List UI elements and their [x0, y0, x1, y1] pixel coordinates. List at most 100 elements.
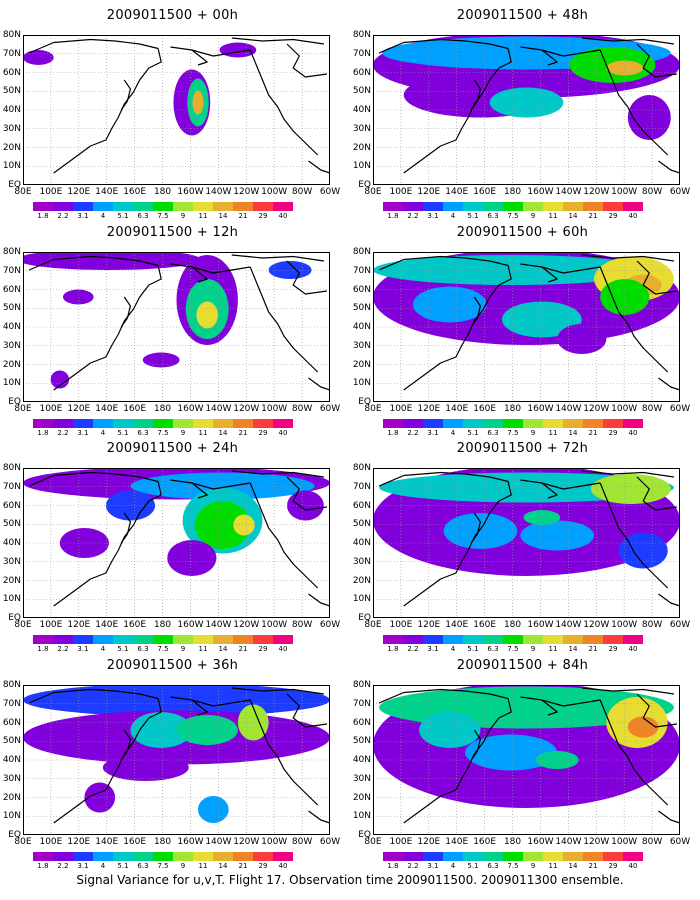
colorbar-swatch	[73, 202, 93, 211]
colorbar-level-label: 4	[450, 862, 456, 870]
lon-tick-label: 60W	[669, 620, 691, 630]
panel-title: 2009011500 + 84h	[456, 658, 589, 673]
lon-tick-label: 180	[153, 620, 172, 630]
colorbar-swatch	[253, 852, 273, 861]
coastline	[231, 37, 324, 45]
coastline	[249, 49, 319, 156]
lon-tick-label: 160E	[123, 404, 147, 414]
coastline	[581, 37, 674, 45]
lon-tick-label: 60W	[669, 837, 691, 847]
colorbar-level-label: 3.1	[77, 645, 89, 653]
colorbar-swatch	[503, 419, 523, 428]
map-panel-60h: 2009011500 + 60h 80N 70N 60N 50N 40N 30N 20N 10N…	[350, 225, 695, 441]
colorbar-level-label: 29	[258, 429, 268, 437]
colorbar-swatch	[523, 202, 543, 211]
colorbar-level-label: 9	[180, 862, 186, 870]
lat-tick-label: 80N	[352, 30, 371, 40]
colorbar-swatch	[33, 202, 53, 211]
map-panel-0h: 2009011500 + 00h 80N 70N 60N 50N 40N 30N 20N 10N…	[0, 8, 345, 224]
variance-contour-region	[62, 289, 94, 305]
colorbar-swatch	[623, 635, 643, 644]
colorbar-swatch	[623, 202, 643, 211]
lat-tick-label: 10N	[352, 594, 371, 605]
colorbar-level-label: 29	[258, 645, 268, 653]
lat-tick-label: 40N	[352, 538, 371, 548]
lon-tick-label: 100W	[611, 404, 638, 414]
coastline	[170, 696, 251, 707]
colorbar-swatch	[463, 202, 483, 211]
colorbar-swatch	[113, 852, 133, 861]
variance-contour-region	[627, 716, 659, 738]
panel-title: 2009011500 + 12h	[106, 225, 239, 240]
map-frame	[23, 468, 330, 618]
colorbar-level-label: 5.1	[117, 862, 129, 870]
colorbar-swatch	[193, 419, 213, 428]
coastline	[231, 687, 324, 695]
lat-tick-label: 10N	[352, 378, 371, 389]
colorbar-level-label: 5.1	[117, 429, 129, 437]
colorbar-swatch	[233, 202, 253, 211]
colorbar-level-label: 11	[198, 645, 208, 653]
colorbar-level-label: 40	[628, 645, 638, 653]
lat-tick-label: 60N	[2, 500, 21, 511]
figure-caption: Signal Variance for u,v,T. Flight 17. Ob…	[76, 873, 624, 887]
colorbar-level-label: 21	[588, 645, 598, 653]
lat-tick-label: 70N	[2, 265, 21, 276]
colorbar-level-label: 6.3	[487, 429, 499, 437]
colorbar-swatch	[563, 852, 583, 861]
colorbar-swatch	[53, 202, 73, 211]
coastline	[120, 296, 132, 328]
colorbar-swatch	[463, 852, 483, 861]
lat-tick-label: 30N	[2, 773, 21, 784]
lon-tick-label: 160E	[473, 404, 497, 414]
lat-tick-label: EQ	[8, 830, 21, 840]
map-frame	[373, 35, 680, 185]
coastline	[105, 48, 162, 141]
variance-map	[23, 468, 330, 618]
lat-tick-label: EQ	[8, 613, 21, 623]
coastline	[286, 43, 327, 78]
lat-tick-label: 60N	[352, 67, 371, 78]
colorbar-swatch	[503, 635, 523, 644]
lon-tick-label: 160W	[527, 837, 554, 847]
lat-tick-label: 20N	[352, 359, 371, 370]
colorbar-swatch	[133, 202, 153, 211]
map-frame	[23, 685, 330, 835]
map-frame	[23, 252, 330, 402]
colorbar-swatch	[253, 635, 273, 644]
lon-tick-label: 140W	[205, 837, 232, 847]
lat-tick-label: 20N	[352, 792, 371, 803]
colorbar-swatch	[53, 852, 73, 861]
coastline	[120, 512, 132, 544]
lat-tick-label: 10N	[2, 161, 21, 172]
coastline	[581, 254, 674, 262]
coastline	[378, 471, 509, 487]
lon-tick-label: 100W	[261, 404, 288, 414]
colorbar-swatch	[193, 202, 213, 211]
colorbar-level-label: 9	[530, 212, 536, 220]
coastline	[286, 693, 327, 728]
lon-tick-label: 100E	[39, 620, 63, 630]
colorbar-level-label: 2.2	[407, 212, 419, 220]
lat-tick-label: 80N	[352, 680, 371, 690]
colorbar-level-label: 1.8	[387, 212, 399, 220]
colorbar-swatch	[603, 202, 623, 211]
lon-tick-label: 80E	[14, 404, 32, 414]
lon-tick-label: 160W	[177, 187, 204, 197]
lon-tick-label: 120E	[417, 837, 441, 847]
lat-tick-label: 70N	[2, 698, 21, 709]
map-frame	[23, 35, 330, 185]
colorbar-level-label: 6.3	[137, 429, 149, 437]
colorbar-swatch	[233, 852, 253, 861]
variance-contour-region	[520, 520, 595, 551]
colorbar-level-label: 11	[548, 645, 558, 653]
colorbar-swatch	[523, 419, 543, 428]
colorbar-level-label: 14	[568, 212, 578, 220]
lon-tick-label: 180	[503, 837, 522, 847]
colorbar-level-label: 3.1	[77, 429, 89, 437]
variance-contour-region	[23, 50, 54, 65]
coastline	[470, 296, 482, 328]
coastline	[308, 593, 330, 607]
panel-title: 2009011500 + 24h	[106, 441, 239, 456]
colorbar-swatch	[383, 202, 403, 211]
